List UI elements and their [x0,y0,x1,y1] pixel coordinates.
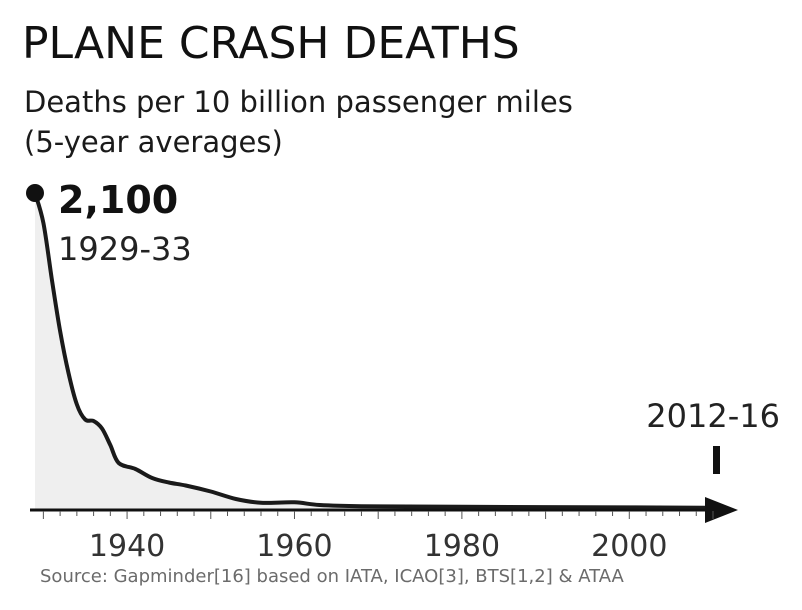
chart-subtitle: Deaths per 10 billion passenger miles (5… [24,82,573,162]
subtitle-line-2: (5-year averages) [24,125,283,159]
chart-title: PLANE CRASH DEATHS [22,18,520,69]
x-axis-arrowhead [705,497,738,523]
series-line [33,191,707,510]
source-note: Source: Gapminder[16] based on IATA, ICA… [40,566,624,587]
peak-value-label: 2,100 [58,178,178,222]
subtitle-line-1: Deaths per 10 billion passenger miles [24,85,573,119]
x-tick-label: 1940 [89,529,165,564]
end-period-marker [713,446,720,474]
peak-marker [26,184,44,202]
end-period-label: 2012-16 [646,397,780,435]
minor-ticks [42,511,714,519]
x-tick-label: 2000 [591,529,667,564]
x-axis: 1940 1960 1980 2000 [30,497,738,564]
tick-labels: 1940 1960 1980 2000 [89,529,668,564]
peak-period-label: 1929-33 [58,230,192,268]
x-tick-label: 1960 [256,529,332,564]
x-tick-label: 1980 [424,529,500,564]
area-fill [35,193,705,510]
